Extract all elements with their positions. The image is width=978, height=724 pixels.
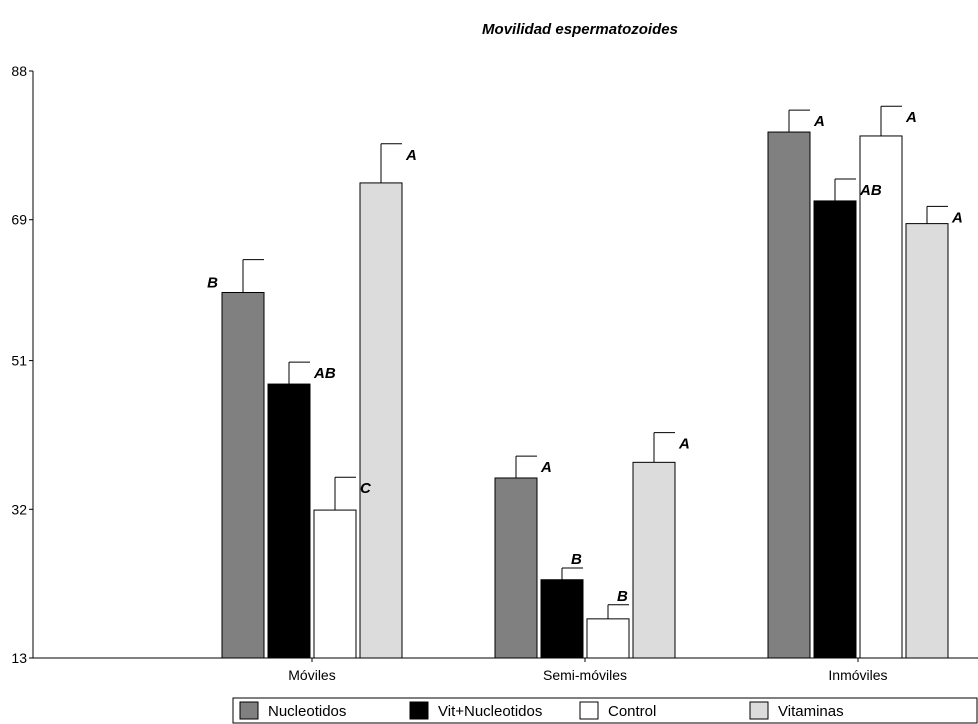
significance-letter: A <box>678 436 690 453</box>
significance-letter: A <box>905 109 917 126</box>
legend-box <box>232 697 978 724</box>
bar <box>632 461 676 659</box>
legend-swatch <box>409 701 429 720</box>
bar <box>313 509 357 659</box>
legend-label: Vit+Nucleotidos <box>438 703 542 720</box>
legend-label: Control <box>608 703 656 720</box>
y-tick-label: 88 <box>11 63 27 79</box>
x-tick-label: Móviles <box>288 667 335 683</box>
significance-letter: B <box>571 551 582 568</box>
significance-letter: B <box>617 588 628 605</box>
bar <box>813 200 857 659</box>
significance-letter: AB <box>313 365 336 382</box>
significance-letter: A <box>405 147 417 164</box>
y-tick-label: 69 <box>11 212 27 228</box>
bar <box>586 618 630 659</box>
bar <box>540 579 584 659</box>
bars-group <box>221 105 949 659</box>
legend-label: Vitaminas <box>778 703 844 720</box>
legend: Nucleotidos Vit+Nucleotidos Control Vitamin… <box>232 697 978 724</box>
legend-label: Nucleotidos <box>268 703 346 720</box>
legend-swatch <box>239 701 259 720</box>
bar <box>359 182 403 659</box>
significance-letter: B <box>207 275 218 292</box>
axes: 13 32 51 69 88 Móviles Semi-móviles Inmóviles <box>11 63 978 683</box>
significance-letter: A <box>540 459 552 476</box>
legend-swatch <box>749 701 769 720</box>
bar <box>267 383 311 659</box>
bar <box>905 223 949 659</box>
chart-title: Movilidad espermatozoides <box>482 21 678 38</box>
y-tick-label: 32 <box>11 501 27 517</box>
significance-letter: AB <box>859 182 882 199</box>
significance-letter: C <box>360 480 372 497</box>
y-tick-label: 13 <box>11 650 27 666</box>
y-tick-label: 51 <box>11 353 27 369</box>
labels-group: B A A AB B AB C B A A A A <box>207 109 963 605</box>
legend-swatch <box>579 701 599 720</box>
x-tick-label: Inmóviles <box>828 667 887 683</box>
bar <box>859 135 903 659</box>
bar <box>494 477 538 659</box>
x-tick-label: Semi-móviles <box>543 667 627 683</box>
bar <box>221 291 265 659</box>
significance-letter: A <box>813 113 825 130</box>
significance-letter: A <box>951 209 963 226</box>
bar <box>767 131 811 659</box>
